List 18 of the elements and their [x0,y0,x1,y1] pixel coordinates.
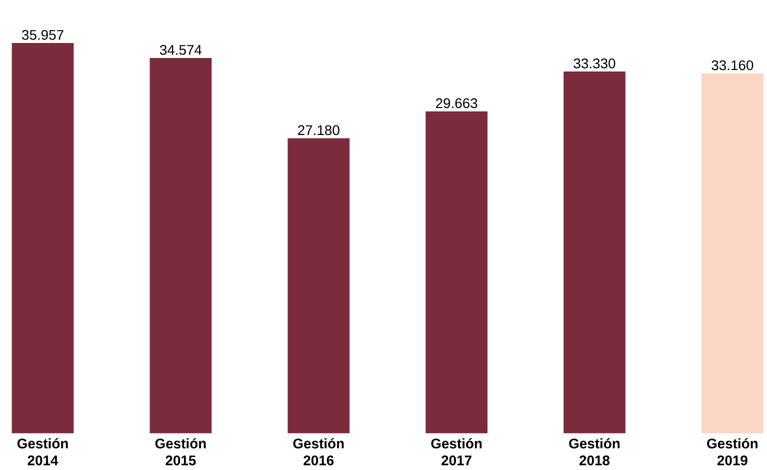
bar [12,43,74,434]
data-label: 33.160 [712,60,754,70]
x-tick-label: Gestión 2016 [293,438,344,466]
data-label: 34.574 [160,44,202,55]
bar [701,73,764,434]
x-tick-label: Gestión 2018 [569,438,620,466]
bar [150,58,212,434]
data-label: 33.330 [574,58,616,68]
data-label: 27.180 [298,125,340,136]
x-tick-label: Gestión 2017 [431,438,482,466]
bar [564,72,626,434]
x-tick-label: Gestión 2015 [155,438,206,466]
x-tick-label: Gestión 2014 [17,438,68,466]
data-label: 29.663 [436,98,478,108]
data-label: 35.957 [22,30,64,40]
bar [426,111,488,434]
bar [288,138,350,434]
x-tick-label: Gestión 2019 [707,438,758,466]
